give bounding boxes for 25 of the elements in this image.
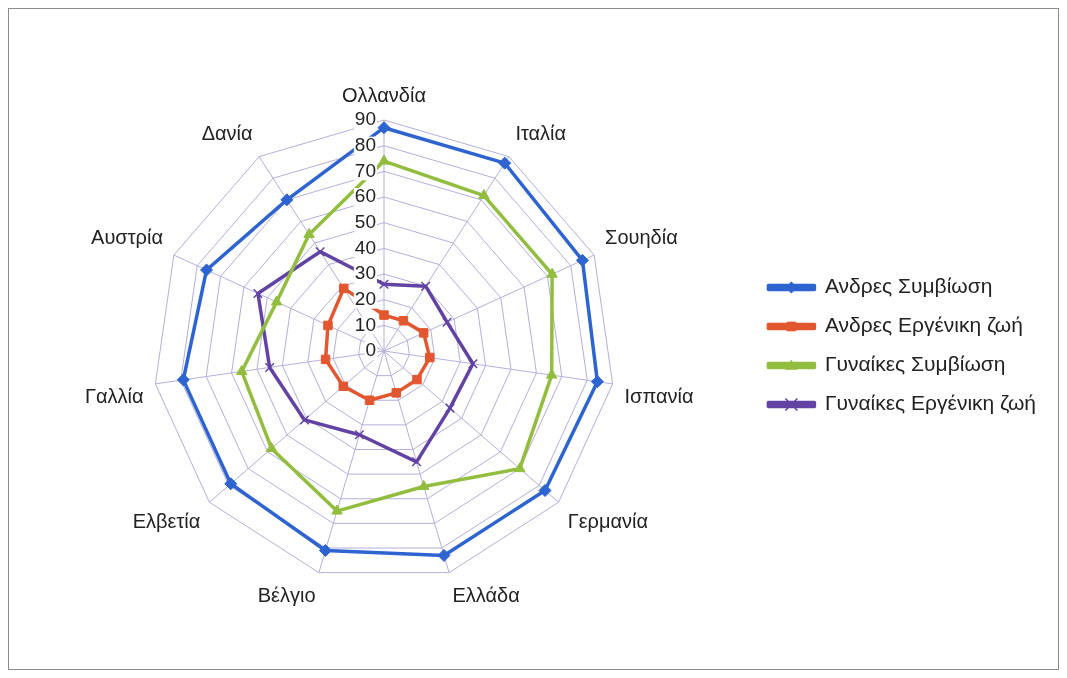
- spoke-label: Βέλγιο: [257, 583, 316, 606]
- legend-label: Ανδρες Εργένικη ζωή: [824, 313, 1023, 337]
- legend-label: Γυναίκες Συμβίωση: [824, 352, 1006, 376]
- y-tick-label: 70: [354, 159, 376, 181]
- y-tick-label: 90: [354, 108, 376, 130]
- y-tick-label: 50: [354, 210, 376, 232]
- legend-label: Ανδρες Συμβίωση: [824, 274, 993, 298]
- spoke-label: Γαλλία: [84, 385, 144, 408]
- spoke-label: Γερμανία: [567, 509, 649, 532]
- y-tick-label: 0: [365, 339, 376, 361]
- spoke-label: Αυστρία: [91, 225, 163, 248]
- y-tick-label: 80: [354, 133, 376, 155]
- spoke-label: Σουηδία: [605, 225, 678, 248]
- spoke-label: Ελλάδα: [452, 583, 520, 606]
- spoke-label: Ολλανδία: [342, 83, 426, 106]
- y-tick-label: 20: [354, 287, 376, 309]
- legend-label: Γυναίκες Εργένικη ζωή: [824, 391, 1037, 415]
- spoke-label: Δανία: [201, 122, 253, 145]
- y-tick-label: 10: [354, 313, 376, 335]
- spoke-label: Ιταλία: [515, 122, 567, 145]
- spoke-label: Ισπανία: [624, 385, 694, 408]
- y-tick-label: 40: [354, 236, 376, 258]
- y-tick-label: 60: [354, 185, 376, 207]
- spoke-label: Ελβετία: [132, 509, 201, 532]
- y-tick-label: 30: [354, 262, 376, 284]
